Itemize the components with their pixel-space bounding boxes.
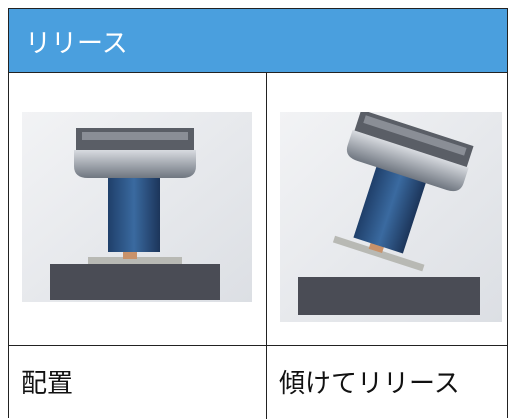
- caption: 傾けてリリース: [279, 369, 460, 399]
- page: リリース 配置 傾けてリリース (() => { const data = JS…: [8, 8, 508, 419]
- divider: [9, 345, 507, 346]
- illustration-tilt: [280, 112, 502, 322]
- table: リリース 配置 傾けてリリース: [8, 8, 508, 419]
- caption: 配置: [21, 369, 74, 399]
- header-title: リリース: [25, 29, 128, 59]
- divider: [266, 73, 267, 419]
- header: リリース: [9, 9, 507, 73]
- illustration-place: [22, 112, 252, 302]
